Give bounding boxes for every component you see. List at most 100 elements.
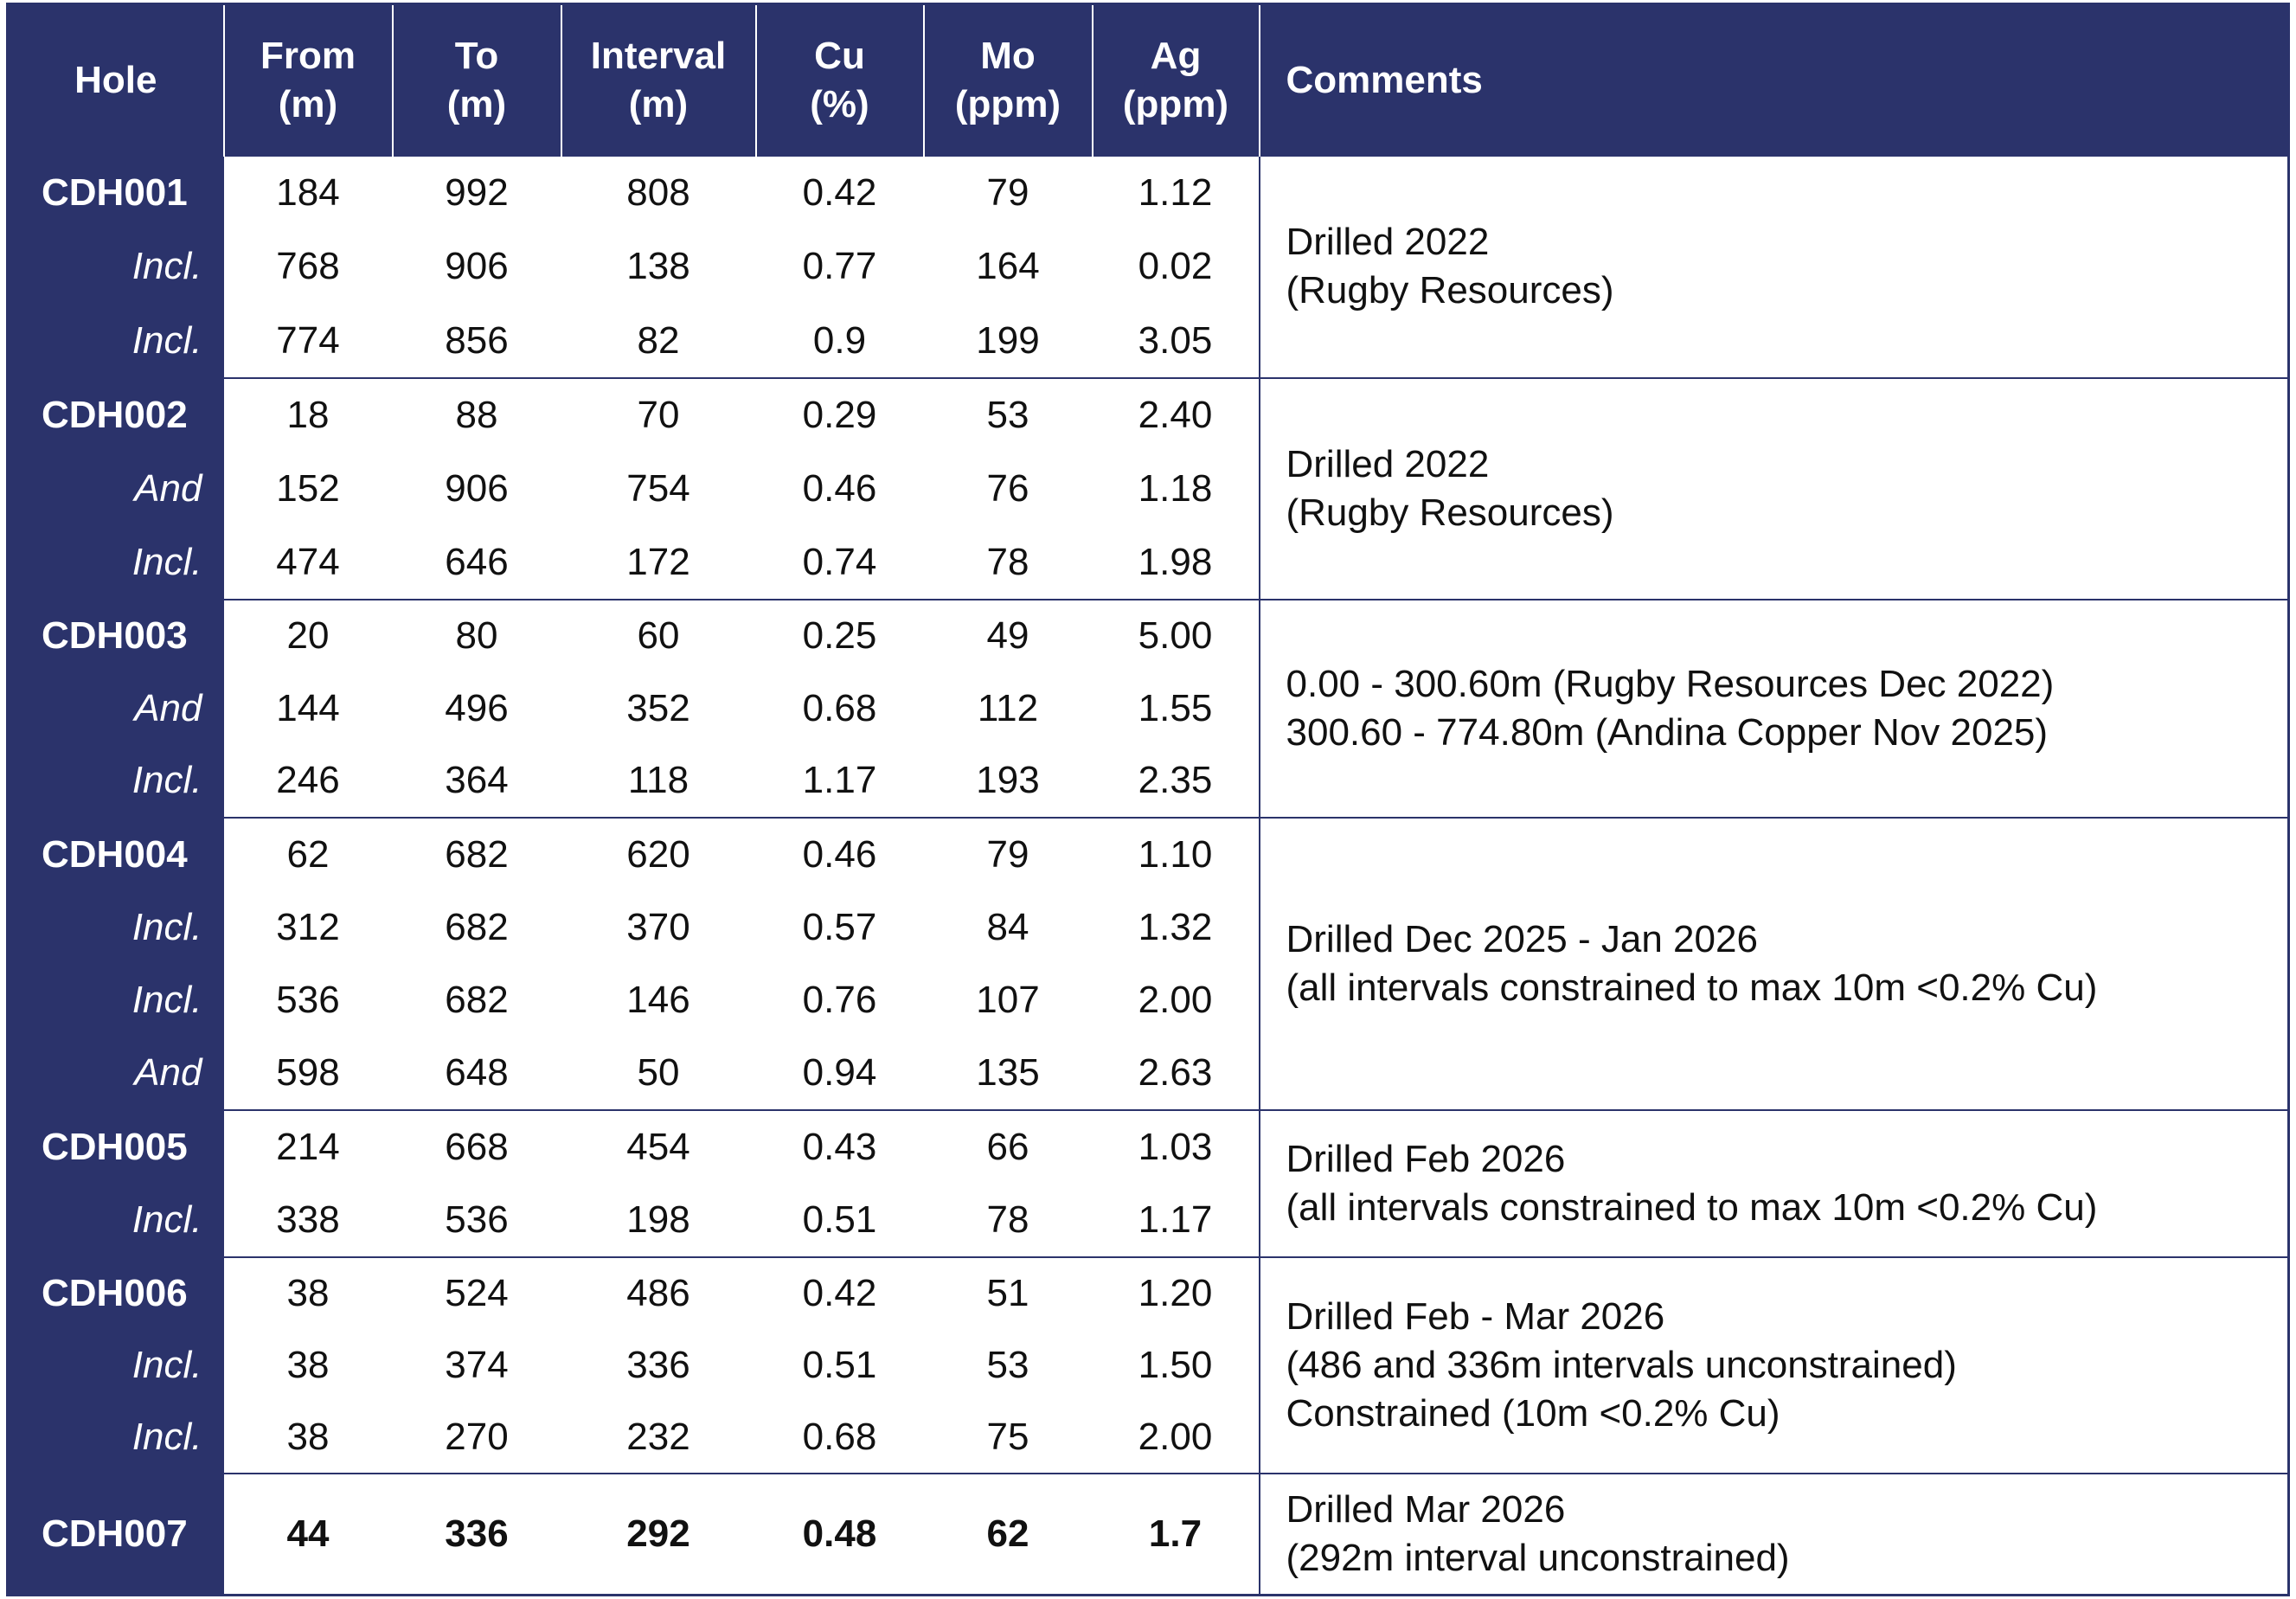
value-cell: 79 — [923, 155, 1093, 230]
data-row: And 144 496 352 0.68 112 1.55 — [7, 671, 2289, 745]
interval-label: Incl. — [7, 744, 224, 818]
value-cell: 112 — [977, 686, 1039, 729]
value-cell: 0.46 — [802, 466, 877, 510]
value-cell: 524 — [392, 1255, 561, 1330]
text-line: (%) — [810, 82, 869, 125]
value-cell: 2.40 — [1092, 376, 1260, 453]
data-row: CDH004 62 682 620 0.46 79 1.10 Drilled Dec 2025… — [7, 816, 2289, 1110]
column-header: Interval (m) — [560, 3, 756, 156]
value-cell: 50 — [637, 1051, 680, 1095]
value-cell: 646 — [445, 540, 509, 583]
value-cell: 370 — [626, 905, 690, 948]
value-cell: 536 — [276, 979, 340, 1022]
data-row: CDH005 214 668 454 0.43 66 1.03 Drilled Feb 202… — [7, 1108, 2289, 1257]
value-cell: 107 — [976, 979, 1040, 1022]
data-row: Incl. 768 906 138 0.77 164 0.02 — [7, 229, 2289, 305]
value-cell: 1.50 — [1138, 1343, 1213, 1386]
value-cell: 0.94 — [802, 1051, 877, 1095]
text-line: (m) — [628, 82, 689, 125]
header-row: Hole From (m) To (m) Interval (m) Cu (%) Mo (ppm) A… — [7, 3, 2289, 156]
data-row: CDH007 44 336 292 0.48 62 1.7 Drilled Mar 2026 (… — [7, 1472, 2289, 1596]
value-cell: 152 — [276, 466, 340, 510]
column-header: Cu (%) — [754, 3, 924, 156]
value-cell: 88 — [392, 376, 561, 453]
value-cell: 82 — [637, 318, 680, 362]
hole-id: CDH006 — [7, 1255, 224, 1330]
value-cell: 768 — [276, 245, 340, 288]
value-cell: 668 — [392, 1108, 561, 1184]
value-cell: 1.98 — [1138, 540, 1213, 583]
value-cell: 2.35 — [1138, 759, 1213, 802]
interval-label: Incl. — [7, 1329, 224, 1402]
text-line: Ag — [1150, 34, 1202, 77]
comment-cell: Drilled 2022 (Rugby Resources) — [1258, 155, 2289, 378]
value-cell: 0.76 — [802, 979, 877, 1022]
value-cell: 38 — [286, 1343, 330, 1386]
value-cell: 2.00 — [1138, 1415, 1213, 1458]
value-cell: 0.51 — [802, 1198, 877, 1241]
value-cell: 682 — [445, 979, 509, 1022]
data-row: Incl. 312 682 370 0.57 84 1.32 — [7, 890, 2289, 964]
value-cell: 352 — [626, 686, 690, 729]
value-cell: 1.20 — [1092, 1255, 1260, 1330]
value-cell: 60 — [561, 598, 756, 672]
value-cell: 0.68 — [802, 686, 877, 729]
value-cell: 0.25 — [755, 598, 924, 672]
value-cell: 84 — [986, 905, 1029, 948]
value-cell: 774 — [276, 318, 340, 362]
comment-cell: Drilled Mar 2026 (292m interval unconstra… — [1258, 1472, 2289, 1596]
interval-label: Incl. — [7, 229, 224, 305]
value-cell: 62 — [923, 1472, 1093, 1596]
data-row: CDH002 18 88 70 0.29 53 2.40 Drilled 2022 (Rugby… — [7, 376, 2289, 600]
value-cell: 38 — [223, 1255, 393, 1330]
interval-label: Incl. — [7, 890, 224, 964]
value-cell: 198 — [626, 1198, 690, 1241]
interval-label: And — [7, 452, 224, 526]
text-line: To — [454, 34, 499, 77]
interval-label: Incl. — [7, 525, 224, 600]
value-cell: 474 — [276, 540, 340, 583]
value-cell: 135 — [976, 1051, 1040, 1095]
value-cell: 70 — [561, 376, 756, 453]
value-cell: 5.00 — [1092, 598, 1260, 672]
value-cell: 66 — [923, 1108, 1093, 1184]
value-cell: 49 — [923, 598, 1093, 672]
text-line: Drilled Feb 2026 — [1286, 1137, 1566, 1180]
column-header: Hole — [7, 3, 224, 156]
comment-cell: Drilled 2022 (Rugby Resources) — [1258, 376, 2289, 600]
value-cell: 0.43 — [755, 1108, 924, 1184]
value-cell: 0.46 — [755, 816, 924, 891]
value-cell: 682 — [445, 905, 509, 948]
hole-id: CDH002 — [7, 376, 224, 453]
value-cell: 38 — [286, 1415, 330, 1458]
assay-table: Hole From (m) To (m) Interval (m) Cu (%) Mo (ppm) A… — [6, 3, 2290, 1597]
value-cell: 75 — [986, 1415, 1029, 1458]
value-cell: 80 — [392, 598, 561, 672]
value-cell: 906 — [445, 466, 509, 510]
value-cell: 2.00 — [1138, 979, 1213, 1022]
value-cell: 79 — [923, 816, 1093, 891]
column-header: To (m) — [391, 3, 561, 156]
text-line: (ppm) — [954, 82, 1061, 125]
hole-id: CDH001 — [7, 155, 224, 230]
value-cell: 536 — [445, 1198, 509, 1241]
value-cell: 0.51 — [802, 1343, 877, 1386]
text-line: Mo — [980, 34, 1036, 77]
data-row: Incl. 38 270 232 0.68 75 2.00 — [7, 1401, 2289, 1474]
value-cell: 0.42 — [755, 155, 924, 230]
value-cell: 184 — [223, 155, 393, 230]
value-cell: 0.42 — [755, 1255, 924, 1330]
text-line: Comments — [1286, 58, 1483, 101]
text-line: (m) — [446, 82, 507, 125]
value-cell: 336 — [392, 1472, 561, 1596]
value-cell: 0.02 — [1138, 245, 1213, 288]
interval-label: Incl. — [7, 304, 224, 378]
value-cell: 0.48 — [755, 1472, 924, 1596]
interval-label: Incl. — [7, 1401, 224, 1474]
data-row: And 598 648 50 0.94 135 2.63 — [7, 1037, 2289, 1110]
data-row: And 152 906 754 0.46 76 1.18 — [7, 452, 2289, 526]
value-cell: 2.63 — [1138, 1051, 1213, 1095]
value-cell: 808 — [561, 155, 756, 230]
